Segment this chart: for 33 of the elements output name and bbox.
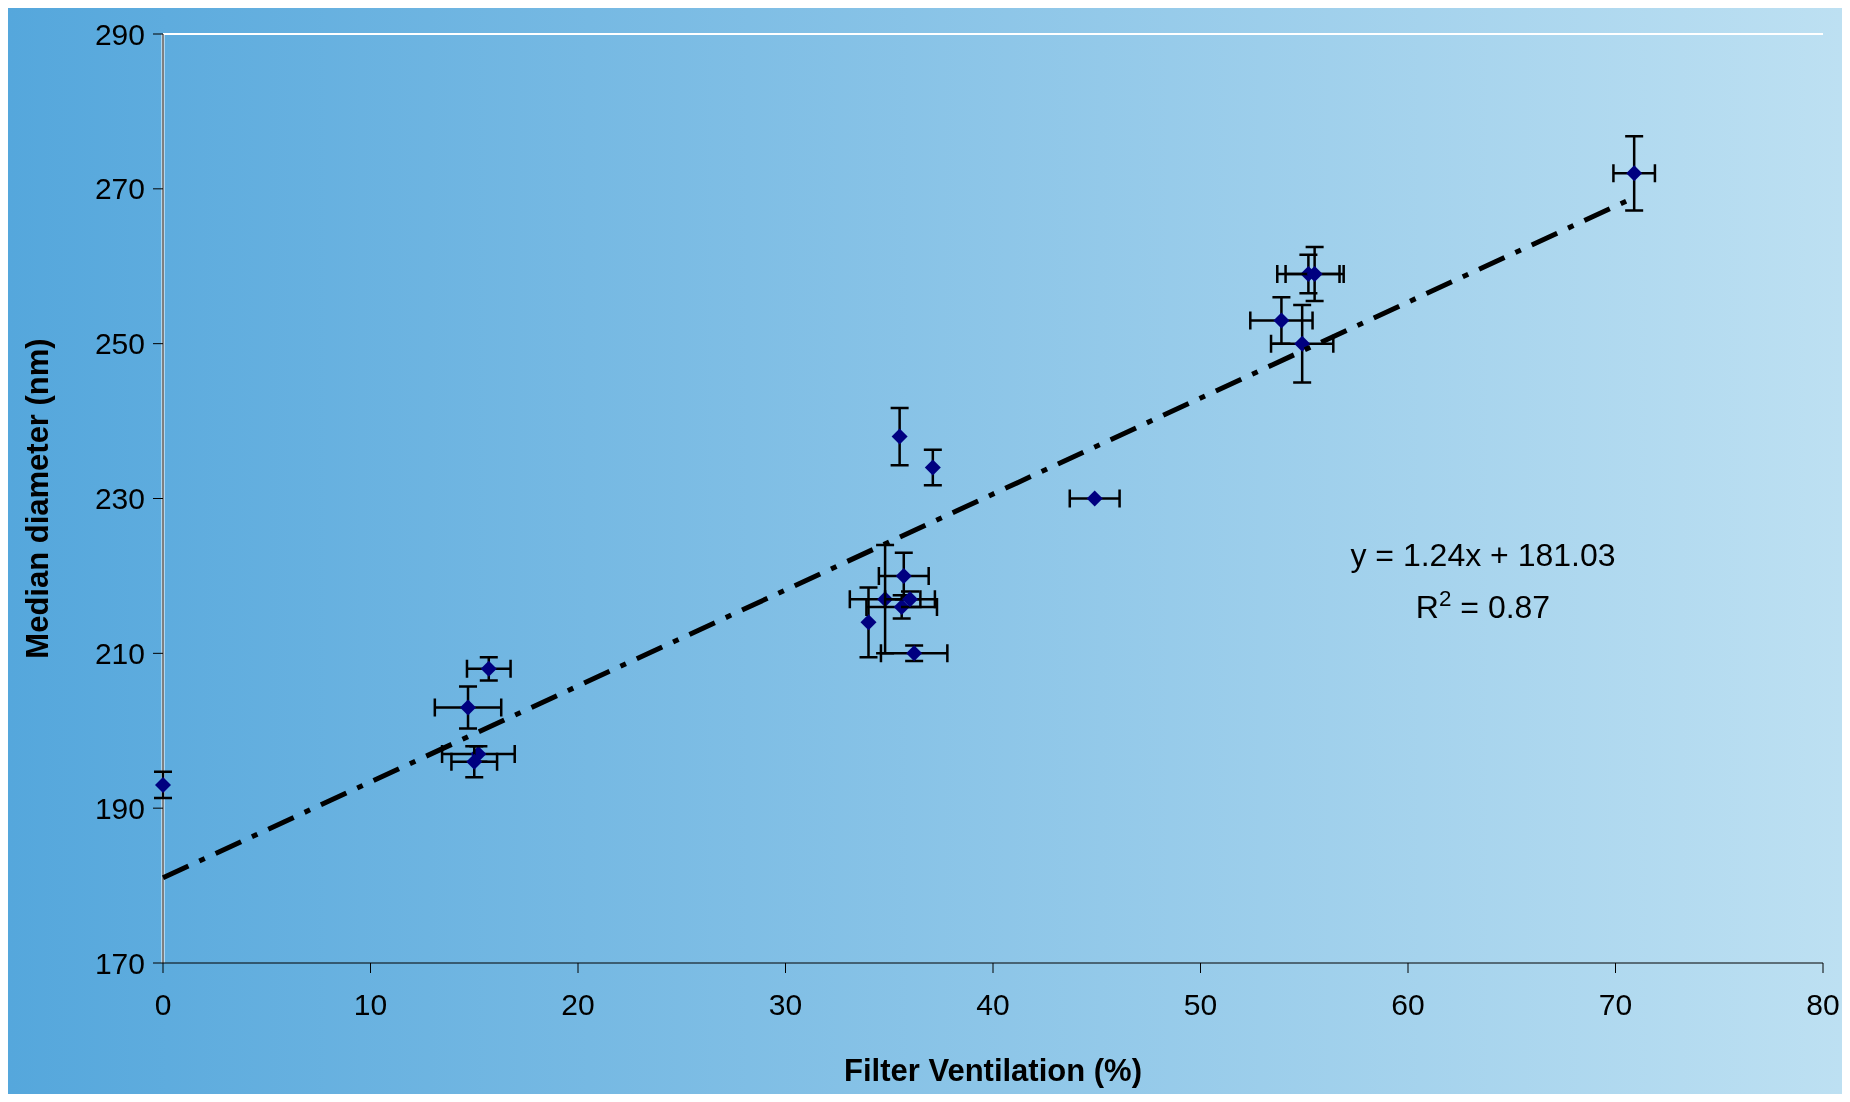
- point: [1273, 312, 1290, 329]
- x-tick-label: 0: [154, 988, 172, 1021]
- point: [924, 459, 941, 476]
- x-tick-label: 10: [353, 988, 388, 1021]
- x-tick-label: 80: [1806, 988, 1840, 1021]
- point: [895, 567, 912, 584]
- point: [1294, 335, 1311, 352]
- y-tick-label: 170: [94, 946, 145, 980]
- annotation: R$^{2}$ = 0.87: [1415, 585, 1551, 625]
- x-tick-label: 40: [976, 988, 1010, 1021]
- point: [460, 699, 477, 716]
- y-tick-label: 190: [94, 791, 145, 825]
- y-tick-label: 270: [94, 172, 145, 206]
- point: [860, 614, 877, 631]
- y-tick-label: 230: [94, 482, 145, 515]
- point: [480, 660, 497, 677]
- annotation: y = 1.24x + 181.03: [1350, 537, 1616, 573]
- y-tick-label: 210: [94, 636, 145, 670]
- x-axis-title: Filter Ventilation (%): [844, 1053, 1142, 1088]
- x-tick-label: 50: [1183, 988, 1218, 1021]
- x-tick-label: 30: [768, 988, 803, 1021]
- y-axis-title: Median diameter (nm): [20, 338, 55, 659]
- x-tick-label: 70: [1598, 988, 1633, 1021]
- point: [1626, 165, 1643, 182]
- x-tick-label: 60: [1391, 988, 1425, 1021]
- point: [466, 753, 483, 770]
- y-tick-label: 250: [94, 327, 145, 361]
- point: [1306, 265, 1323, 282]
- x-tick-label: 20: [561, 988, 595, 1021]
- y-tick-label: 290: [94, 17, 145, 51]
- point: [891, 428, 908, 445]
- point: [1086, 490, 1103, 507]
- point: [155, 776, 171, 793]
